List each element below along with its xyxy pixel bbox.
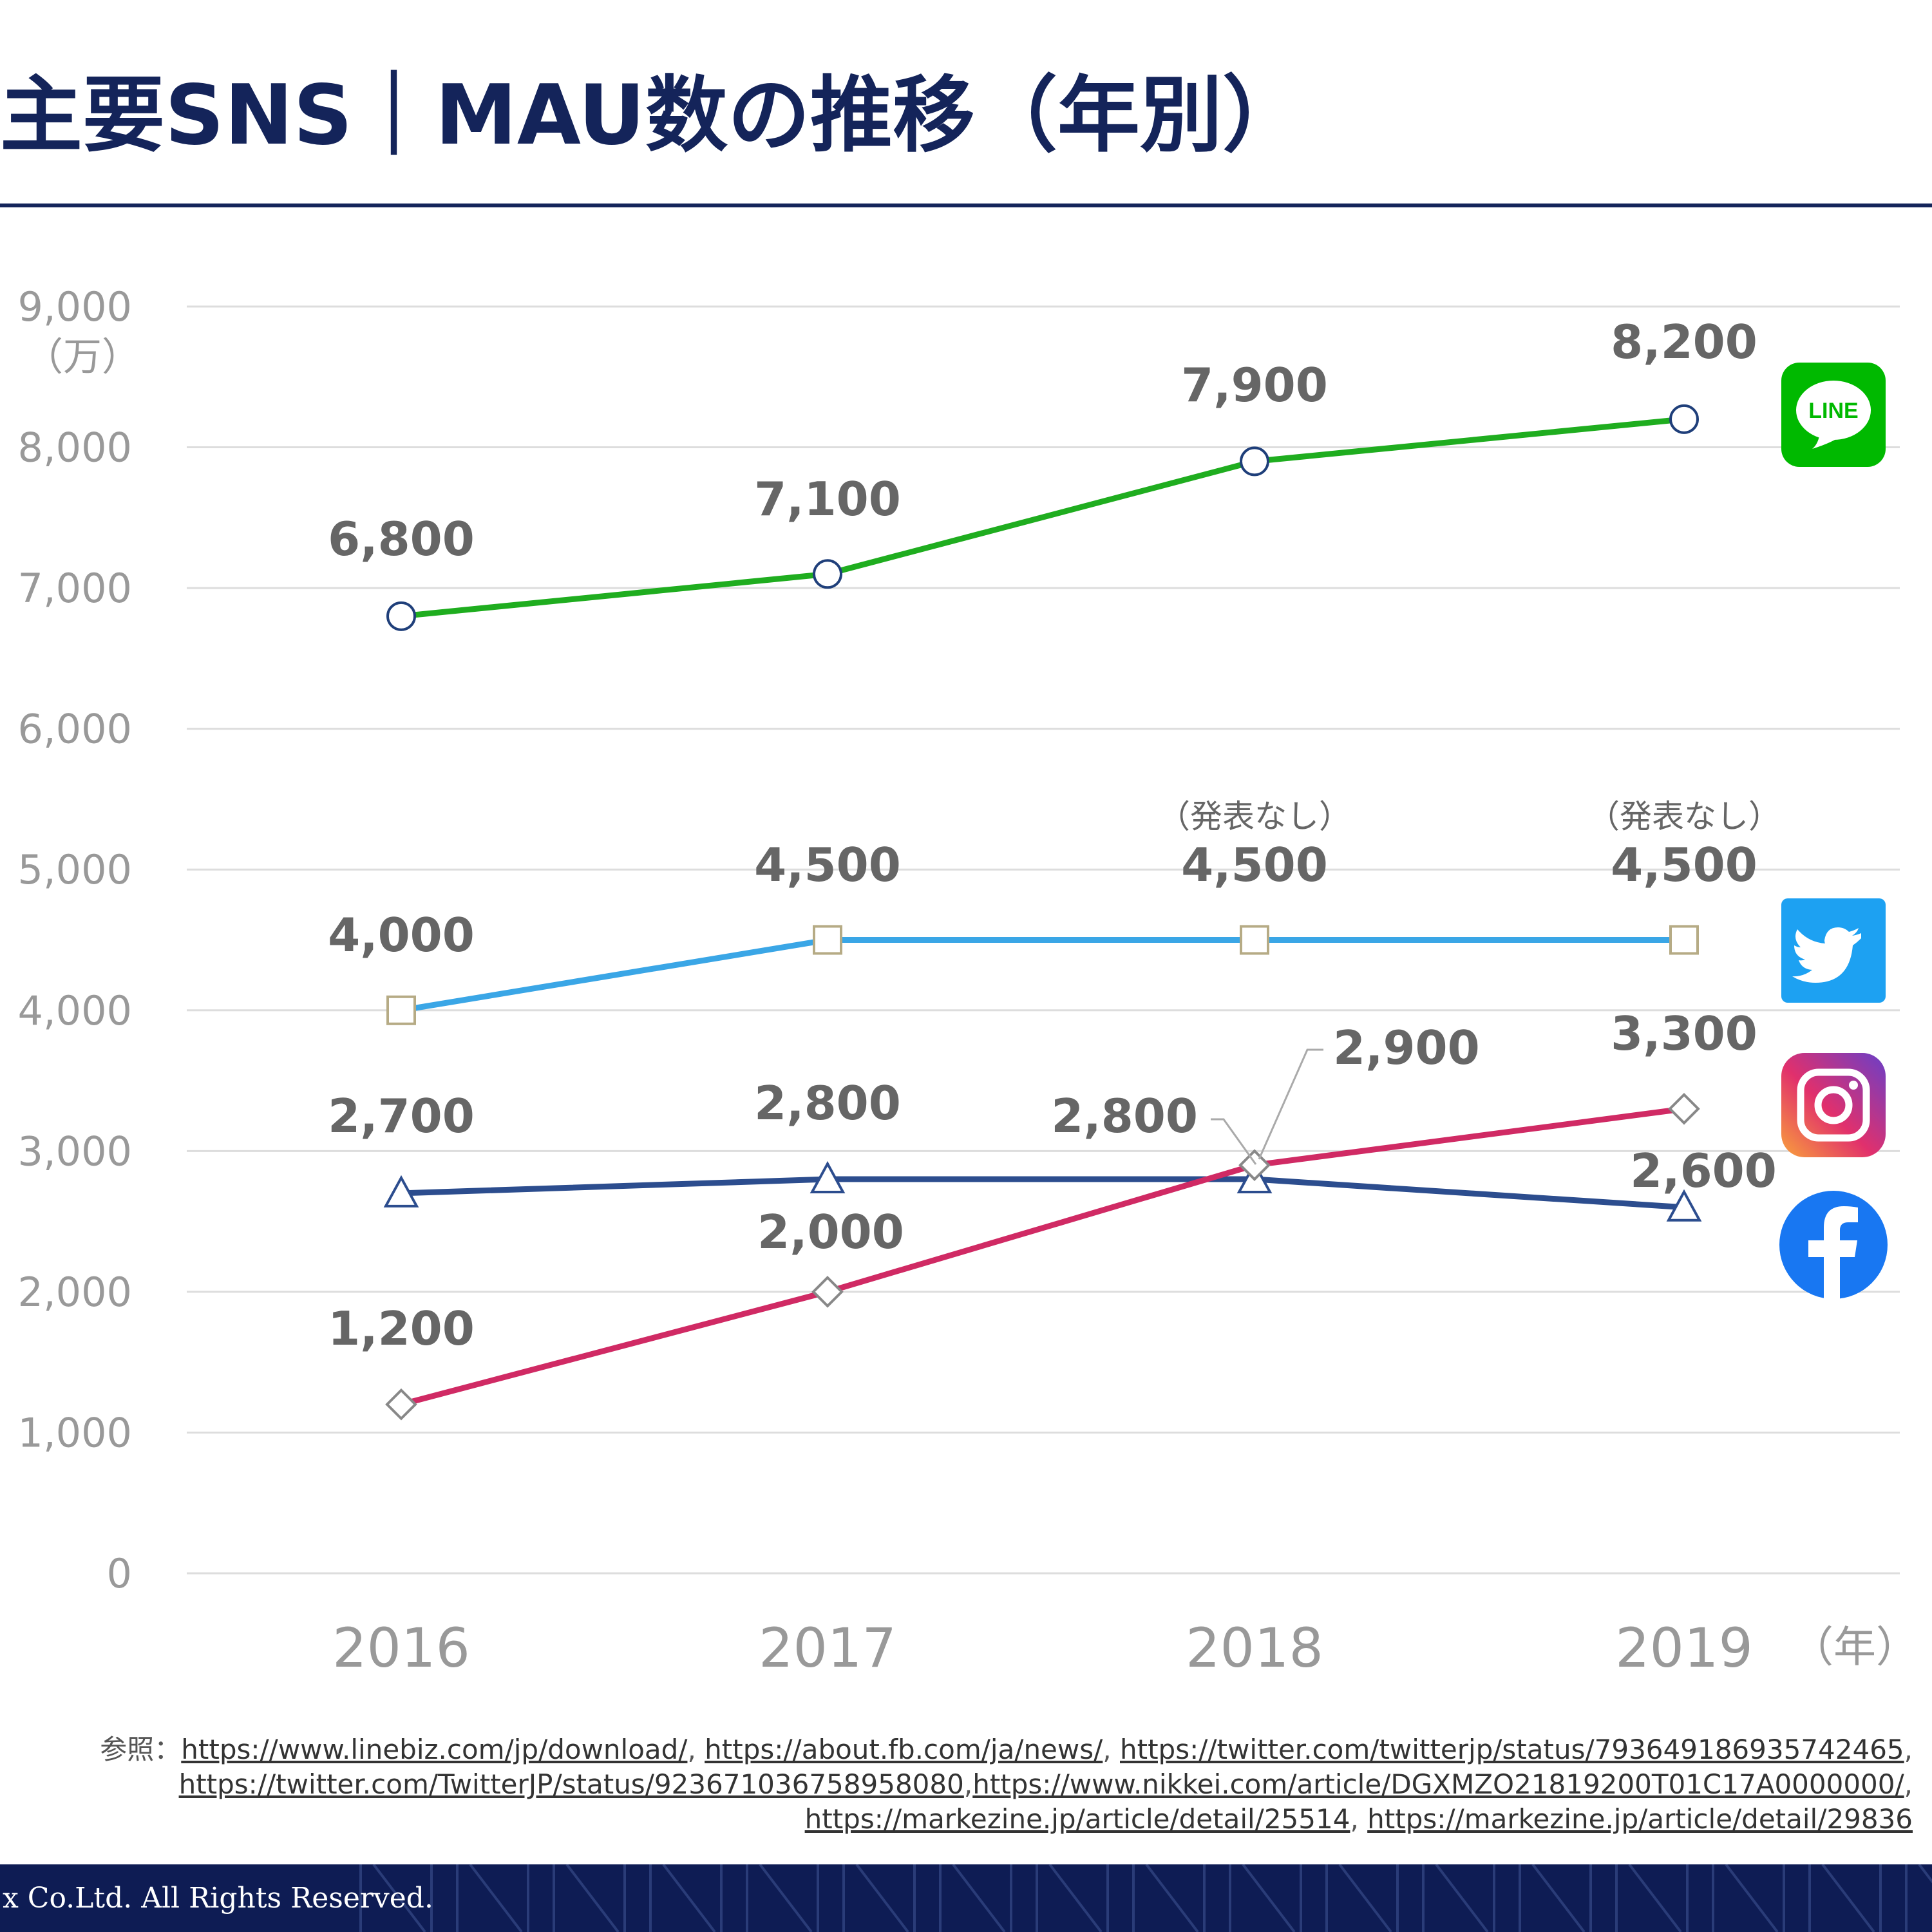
facebook-icon [1779,1190,1888,1300]
facebook-point [810,1160,846,1194]
facebook-series-line [401,1176,1685,1211]
x-tick-label: 2016 [332,1616,470,1680]
instagram-data-label: 3,300 [1611,1007,1757,1061]
data-labels: 6,800 7,100 7,900 8,200 4,000 4,500 4,500 4,500… [328,315,1781,1356]
footer-pattern-stroke [1422,1864,1495,1932]
instagram-point [1668,1092,1700,1125]
instagram-point [385,1388,417,1421]
x-tick-label: 2019 [1615,1616,1753,1680]
source-link[interactable]: https://twitter.com/TwitterJP/status/923… [178,1768,964,1800]
footer-pattern-stroke [1132,1864,1206,1932]
svg-text:LINE: LINE [1808,399,1858,423]
footer-pattern-stroke [1519,1864,1592,1932]
source-link[interactable]: https://twitter.com/twitterjp/status/793… [1120,1734,1904,1765]
footer-pattern [359,1864,1932,1932]
leader-line [1258,1048,1323,1160]
y-tick-label: 1,000 [18,1409,133,1456]
y-axis-ticks: 0 1,000 2,000 3,000 4,000 5,000 6,000 7,000 8,00… [18,283,133,1597]
line-point [1669,404,1699,434]
x-tick-label: 2018 [1186,1616,1323,1680]
footer-pattern-stroke [1808,1864,1882,1932]
x-axis-unit: （年） [1791,1622,1918,1672]
line-data-label: 8,200 [1611,315,1757,369]
sources-prefix: 参照： [100,1734,182,1765]
leader-line [1211,1118,1257,1165]
twitter-icon [1781,898,1886,1003]
instagram-data-label: 2,000 [757,1205,904,1259]
twitter-point [813,925,842,955]
footer-pattern-stroke [939,1864,1012,1932]
twitter-series-line [401,937,1684,1014]
y-tick-label: 5,000 [18,846,133,893]
footer-pattern-stroke [1325,1864,1399,1932]
twitter-point [1669,925,1699,955]
y-tick-label: 7,000 [18,565,133,612]
footer-pattern-stroke [649,1864,723,1932]
footer-pattern-stroke [842,1864,916,1932]
series-lines [383,404,1702,1421]
y-tick-label: 3,000 [18,1128,133,1175]
line-point [1240,446,1269,477]
line-data-label: 7,100 [754,472,901,526]
footer-pattern-stroke [1615,1864,1689,1932]
instagram-data-label: 2,900 [1333,1021,1480,1075]
twitter-data-label: 4,500 [754,838,901,892]
footer-pattern-stroke [746,1864,819,1932]
instagram-icon [1781,1053,1886,1157]
twitter-data-label: 4,500 [1181,838,1328,892]
source-link[interactable]: https://www.linebiz.com/jp/download/ [181,1734,688,1765]
source-link[interactable]: https://about.fb.com/ja/news/ [705,1734,1103,1765]
source-link[interactable]: https://markezine.jp/article/detail/2983… [1367,1803,1913,1835]
source-link[interactable]: https://markezine.jp/article/detail/2551… [804,1803,1350,1835]
y-tick-label: 8,000 [18,424,133,471]
twitter-note-label: （発表なし） [1158,798,1351,835]
footer-pattern-stroke [1036,1864,1109,1932]
twitter-note-label: （発表なし） [1587,798,1781,835]
grid-lines [187,305,1900,1575]
label-leader-lines [1211,1048,1323,1165]
x-tick-label: 2017 [759,1616,896,1680]
x-axis-ticks: 2016 2017 2018 2019 [332,1616,1753,1680]
twitter-point [386,995,416,1025]
footer-pattern-stroke [1712,1864,1785,1932]
instagram-series-line [400,1106,1685,1408]
y-axis-unit: （万） [24,335,140,380]
copyright-text: x Co.Ltd. All Rights Reserved. [3,1882,433,1915]
twitter-point [1240,925,1269,955]
line-series-line [401,416,1685,620]
mau-line-chart: 0 1,000 2,000 3,000 4,000 5,000 6,000 7,000 8,00… [18,283,1919,1680]
y-tick-label: 2,000 [18,1269,133,1316]
facebook-data-label: 2,800 [1051,1089,1198,1143]
instagram-point [811,1276,844,1308]
line-data-label: 7,900 [1181,358,1328,412]
twitter-data-label: 4,500 [1611,838,1757,892]
instagram-data-label: 1,200 [328,1302,475,1356]
y-tick-label: 0 [107,1550,132,1597]
line-data-label: 6,800 [328,512,475,566]
title-divider [0,204,1932,207]
footer-bar: x Co.Ltd. All Rights Reserved. [0,1864,1932,1932]
source-link[interactable]: https://www.nikkei.com/article/DGXMZO218… [972,1768,1904,1800]
footer-pattern-stroke [1229,1864,1302,1932]
y-tick-label: 4,000 [18,987,133,1034]
page-title: 主要SNS｜MAU数の推移（年別） [0,68,1305,164]
y-tick-label: 9,000 [18,283,133,330]
sources-note: 参照：https://www.linebiz.com/jp/download/,… [100,1734,1913,1835]
line-icon: LINE [1781,363,1886,467]
footer-pattern-stroke [553,1864,626,1932]
facebook-data-label: 2,600 [1630,1144,1777,1198]
twitter-data-label: 4,000 [328,908,475,962]
facebook-point [383,1175,419,1208]
facebook-data-label: 2,700 [328,1089,475,1143]
facebook-point [1666,1189,1702,1222]
footer-pattern-stroke [456,1864,529,1932]
line-point [813,559,842,589]
instagram-point [1238,1149,1271,1182]
facebook-data-label: 2,800 [754,1076,901,1130]
footer-pattern-stroke [359,1864,433,1932]
line-point [386,601,416,631]
footer-pattern-stroke [1905,1864,1932,1932]
y-tick-label: 6,000 [18,706,133,753]
